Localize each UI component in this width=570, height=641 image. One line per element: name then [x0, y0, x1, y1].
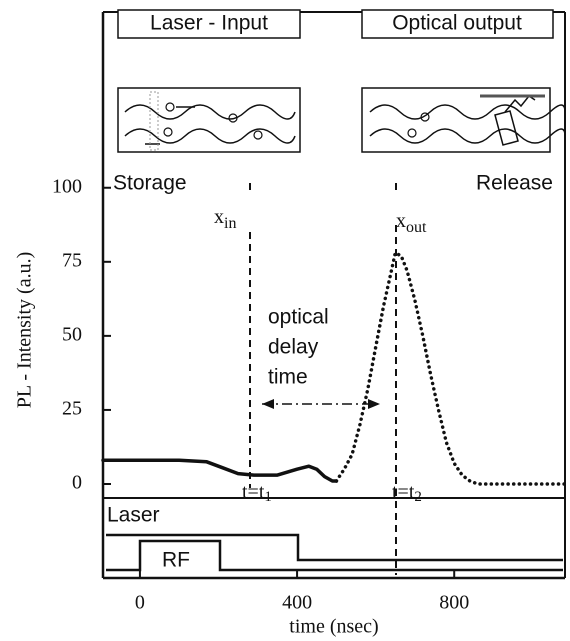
- x-axis-title: time (nsec): [289, 616, 378, 638]
- annotation: Laser: [107, 504, 160, 527]
- y-tick-label: 100: [52, 175, 82, 197]
- annotation: 1: [264, 489, 272, 505]
- annotation: t=t2: [392, 481, 422, 506]
- y-axis-title: PL - Intensity (a.u.): [14, 252, 36, 408]
- annotation: xin: [214, 206, 236, 232]
- annotation: in: [224, 215, 236, 232]
- y-tick-label: 0: [72, 472, 82, 494]
- y-tick-label: 50: [62, 323, 82, 345]
- annotation: Storage: [113, 172, 187, 195]
- annotation: delay: [268, 336, 319, 359]
- annotation: Release: [476, 172, 553, 195]
- annotation: xout: [396, 210, 427, 236]
- line-series: [334, 251, 567, 486]
- x-tick-label: 400: [282, 592, 312, 614]
- y-tick-label: 75: [62, 249, 82, 271]
- x-tick-label: 0: [135, 592, 145, 614]
- annotation: t=t: [392, 481, 415, 503]
- x-tick-label: 800: [439, 592, 469, 614]
- annotation: x: [396, 210, 406, 232]
- annotation: t=t1: [242, 481, 272, 506]
- annotation: RF: [162, 549, 190, 572]
- inset-title: Laser - Input: [150, 12, 268, 35]
- annotation: out: [406, 219, 427, 236]
- inset-title: Optical output: [392, 12, 522, 35]
- frame: [101, 9, 566, 580]
- annotation: x: [214, 206, 224, 228]
- annotation: t=t: [242, 481, 265, 503]
- annotation: 2: [414, 489, 422, 505]
- annotation: time: [268, 366, 308, 389]
- line-series: [101, 458, 339, 483]
- y-tick-label: 25: [62, 398, 82, 420]
- annotation: optical: [268, 306, 329, 329]
